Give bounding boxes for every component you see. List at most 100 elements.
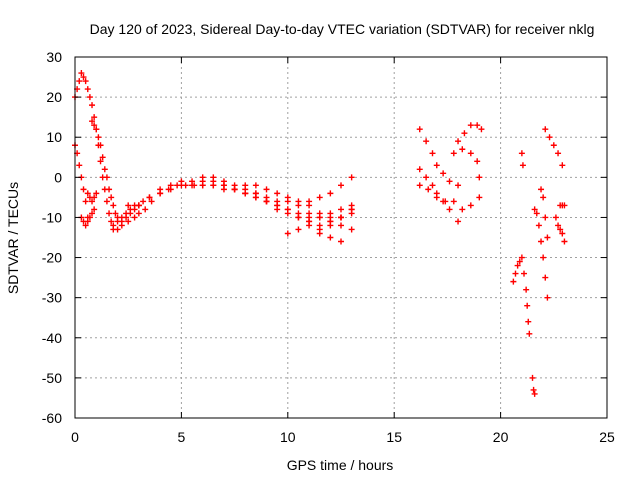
data-point: [455, 182, 462, 189]
data-point: [544, 234, 551, 241]
data-point: [231, 182, 238, 189]
data-point: [512, 270, 519, 277]
data-point: [459, 206, 466, 213]
data-point: [530, 386, 537, 393]
data-point: [429, 182, 436, 189]
data-point: [91, 194, 98, 201]
data-point: [442, 198, 449, 205]
x-tick-label: 20: [493, 429, 509, 445]
y-tick-label: -60: [42, 410, 62, 426]
data-point: [148, 198, 155, 205]
data-point: [99, 154, 106, 161]
series-arc-v: [538, 186, 551, 241]
y-tick-label: 0: [54, 169, 62, 185]
data-point: [114, 214, 121, 221]
data-point: [316, 214, 323, 221]
data-point: [306, 222, 313, 229]
data-point: [274, 190, 281, 197]
data-point: [108, 218, 115, 225]
data-point: [510, 278, 517, 285]
data-point: [559, 230, 566, 237]
series-arc-j: [242, 182, 355, 233]
data-point: [167, 186, 174, 193]
data-point: [467, 122, 474, 129]
data-point: [108, 194, 115, 201]
data-point: [97, 142, 104, 149]
x-tick-label: 25: [599, 429, 615, 445]
data-point: [455, 138, 462, 145]
data-point: [210, 174, 217, 181]
series-arc-h: [146, 182, 355, 229]
data-point: [89, 118, 96, 125]
data-point: [476, 194, 483, 201]
data-point: [110, 202, 117, 209]
data-point: [455, 218, 462, 225]
data-point: [89, 198, 96, 205]
series-arc-y: [557, 202, 568, 209]
y-tick-label: -20: [42, 250, 62, 266]
series-arc-t: [529, 374, 538, 397]
y-tick-label: -50: [42, 370, 62, 386]
data-point: [125, 218, 132, 225]
data-point: [103, 174, 110, 181]
data-point: [535, 222, 542, 229]
plot-frame: [74, 56, 608, 419]
data-point: [306, 202, 313, 209]
data-point: [199, 182, 206, 189]
data-point: [316, 230, 323, 237]
data-point: [440, 170, 447, 177]
data-point: [529, 374, 536, 381]
data-point: [125, 202, 132, 209]
data-point: [521, 270, 528, 277]
data-point: [550, 142, 557, 149]
data-point: [559, 162, 566, 169]
data-point: [89, 102, 96, 109]
data-point: [416, 166, 423, 173]
data-point: [89, 210, 96, 217]
data-point: [338, 206, 344, 213]
data-point: [220, 178, 227, 185]
series-arc-u: [531, 206, 551, 301]
chart-title: Day 120 of 2023, Sidereal Day-to-day VTE…: [90, 21, 595, 37]
data-point: [82, 222, 89, 229]
data-point: [295, 214, 302, 221]
series-arc-b: [89, 118, 147, 225]
data-point: [526, 330, 533, 337]
data-point: [518, 150, 525, 157]
series-arc-k: [284, 222, 344, 245]
series-arc-q: [455, 122, 485, 145]
data-point: [118, 222, 125, 229]
data-point: [474, 122, 481, 129]
data-point: [327, 218, 334, 225]
data-point: [348, 226, 355, 233]
data-point: [93, 126, 100, 133]
series-arc-n: [416, 166, 462, 225]
data-point: [263, 186, 270, 193]
axis-ticks: 0 5 10 15 20 25 -60 -50 -40 -30 -20 -10 0 10 20 30: [42, 49, 615, 445]
data-point: [127, 210, 134, 217]
data-point: [82, 78, 89, 85]
y-tick-label: -40: [42, 330, 62, 346]
data-point: [531, 390, 538, 397]
data-point: [131, 206, 138, 213]
data-point: [542, 214, 549, 221]
data-point: [423, 138, 430, 145]
data-point: [533, 210, 540, 217]
data-point: [467, 202, 474, 209]
y-axis-label: SDTVAR / TECUs: [5, 182, 21, 294]
data-point: [425, 186, 432, 193]
data-point: [538, 238, 545, 245]
series-arc-s: [518, 150, 526, 169]
data-point: [284, 194, 291, 201]
data-point: [82, 198, 89, 205]
data-point: [327, 190, 334, 197]
x-tick-label: 15: [386, 429, 402, 445]
data-point: [429, 150, 436, 157]
data-point: [252, 190, 259, 197]
series-arc-w: [542, 126, 566, 169]
data-point: [112, 210, 119, 217]
data-point: [210, 182, 217, 189]
x-tick-label: 5: [178, 429, 186, 445]
